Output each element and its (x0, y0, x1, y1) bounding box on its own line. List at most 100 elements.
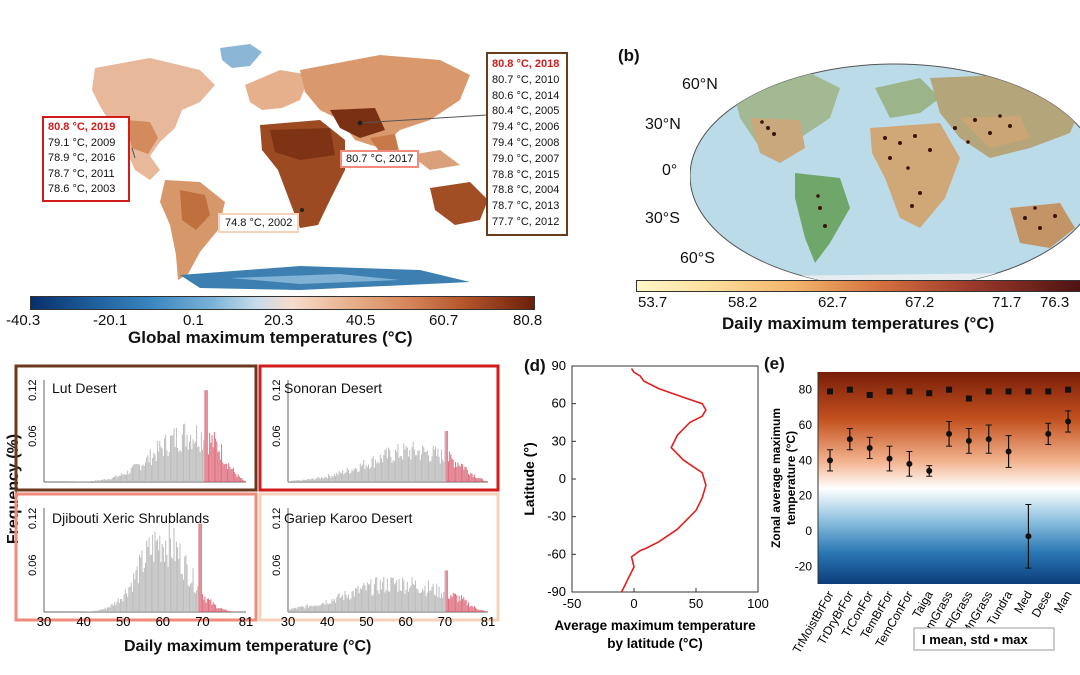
hist-bar (164, 438, 166, 482)
hist-bar (188, 586, 190, 612)
colorbar-b-tick: 62.7 (818, 294, 848, 311)
hist-bar (293, 480, 295, 482)
hist-bar (150, 465, 152, 482)
hist-bar (435, 595, 437, 612)
hist-bar (184, 423, 186, 482)
hist-bar (452, 459, 454, 482)
hist-bar (418, 592, 420, 612)
hist-bar (430, 590, 432, 612)
colorbar-b-tick: 53.7 (638, 294, 668, 311)
hist-y-tick: 0.06 (27, 425, 39, 446)
hist-bar (243, 480, 245, 482)
hist-bar (399, 590, 401, 612)
hist-bar (456, 595, 458, 612)
hist-bar (428, 455, 429, 482)
hist-bar (424, 585, 426, 612)
hist-bar (359, 588, 361, 612)
colorbar-b-tick: 76.3 (1040, 294, 1070, 311)
hist-bar (446, 431, 448, 482)
hist-bar (221, 444, 223, 482)
hist-bar (222, 462, 224, 482)
hist-bar (229, 466, 231, 482)
hist-bar (365, 590, 367, 612)
hist-bar (345, 594, 347, 612)
map-land (92, 44, 488, 290)
hist-title-lut: Lut Desert (52, 380, 117, 396)
hist-bar (231, 469, 233, 482)
hist-bar (194, 441, 196, 482)
hist-bar (319, 605, 321, 612)
hist-bar (423, 591, 425, 612)
hist-bar (371, 595, 373, 612)
hist-y-tick: 0.12 (27, 508, 39, 529)
hist-bar (460, 595, 462, 612)
hist-bar (425, 596, 427, 612)
hist-bar (377, 461, 379, 482)
panel-e-label: (e) (764, 354, 785, 373)
hist-bar (323, 478, 325, 482)
hist-x-tick: 40 (320, 614, 334, 629)
hist-bar (125, 593, 127, 612)
hist-bar (329, 475, 331, 482)
mean-point (1065, 418, 1072, 425)
hist-bar (445, 570, 447, 612)
hist-bar (216, 441, 218, 482)
colorbar-a-title: Global maximum temperatures (°C) (128, 328, 413, 347)
americas-records-box: 80.8 °C, 2019 79.1 °C, 2009 78.9 °C, 201… (42, 116, 130, 202)
hist-bar (415, 580, 417, 612)
record: 78.7 °C, 2011 (48, 167, 115, 180)
hist-bar (304, 608, 306, 612)
hist-bar (350, 472, 352, 482)
hist-bar (115, 605, 117, 612)
colorbar-b-title: Daily maximum temperatures (°C) (722, 314, 995, 333)
hist-bar (224, 609, 226, 612)
hist-bar (96, 610, 98, 612)
hist-bar (316, 478, 318, 482)
asia-records-box: 80.8 °C, 2018 80.7 °C, 2010 80.6 °C, 201… (486, 52, 568, 236)
hist-bar (318, 477, 320, 482)
hist-bar (396, 580, 398, 612)
hist-bar (359, 463, 361, 482)
hist-bar (103, 608, 105, 612)
hist-bar (423, 447, 425, 482)
hist-bar (90, 480, 92, 482)
hist-bar (231, 611, 233, 612)
hist-bar (165, 540, 167, 612)
max-point (866, 391, 873, 398)
hist-bar (93, 481, 95, 482)
hist-frame (258, 364, 500, 492)
hist-bar (482, 479, 484, 482)
hist-bar (114, 601, 116, 612)
hist-bar (109, 479, 111, 482)
hist-x-tick: 60 (398, 614, 412, 629)
colorbar-a-tick: 60.7 (429, 312, 459, 329)
hist-bar (162, 547, 164, 612)
hist-bar (172, 435, 174, 482)
hist-bar (155, 461, 157, 482)
hist-bar (237, 474, 239, 482)
legend-text: I mean, std ▪ max (922, 632, 1029, 647)
hist-bar (402, 459, 404, 482)
hist-bar (225, 610, 227, 612)
hist-bar (358, 471, 360, 482)
hist-bar (169, 538, 171, 612)
hist-bar (398, 579, 400, 612)
y-tick-label: 0 (805, 524, 812, 538)
hist-bar (121, 599, 123, 612)
hist-bar (329, 603, 331, 612)
colorbar-b-tick: 71.7 (992, 294, 1022, 311)
hist-bar (175, 427, 177, 482)
hist-bar (161, 448, 163, 482)
hist-bar (357, 472, 359, 482)
hist-bar (177, 447, 179, 482)
hist-bar (106, 607, 108, 612)
hist-bar (419, 459, 421, 482)
hist-bar (353, 596, 355, 612)
hist-y-tick: 0.12 (271, 508, 283, 529)
hist-bar (210, 442, 212, 482)
hist-bar (289, 609, 291, 612)
hist-bar (131, 466, 133, 482)
hist-bar (202, 449, 204, 482)
hist-bar (351, 591, 353, 612)
hist-bar (123, 594, 125, 612)
